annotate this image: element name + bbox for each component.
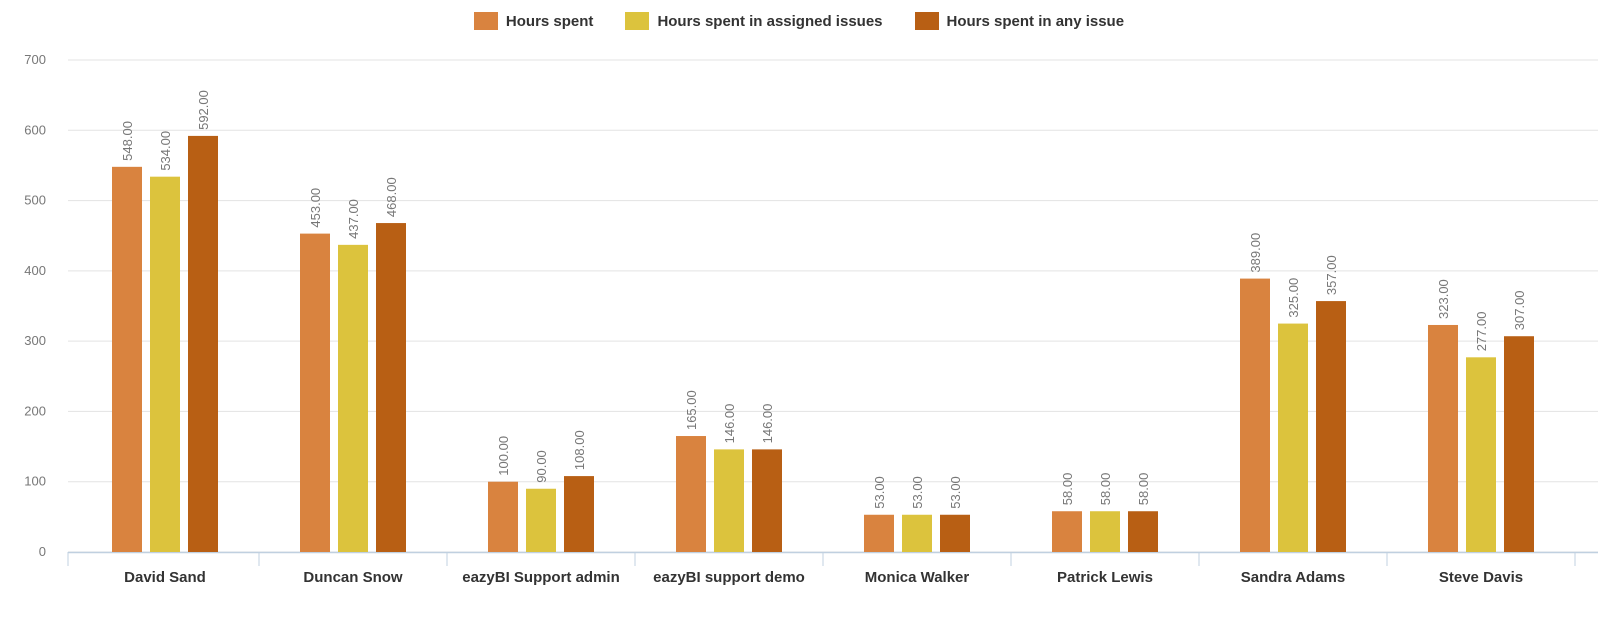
legend: Hours spent Hours spent in assigned issue… xyxy=(0,12,1598,30)
y-tick-label: 500 xyxy=(24,193,46,208)
y-tick-label: 400 xyxy=(24,263,46,278)
value-label: 146.00 xyxy=(760,404,775,444)
bar xyxy=(752,449,782,552)
value-label: 90.00 xyxy=(534,450,549,483)
bar xyxy=(1090,511,1120,552)
y-tick-label: 200 xyxy=(24,403,46,418)
y-tick-label: 100 xyxy=(24,474,46,489)
bar xyxy=(300,233,330,552)
y-tick-label: 300 xyxy=(24,333,46,348)
bar xyxy=(1052,511,1082,552)
y-tick-label: 0 xyxy=(39,544,46,559)
x-tick-label: Sandra Adams xyxy=(1240,569,1346,586)
legend-swatch xyxy=(914,12,939,30)
value-label: 53.00 xyxy=(872,476,887,509)
bar xyxy=(1278,323,1308,552)
value-label: 389.00 xyxy=(1248,233,1263,273)
x-tick-label: Steve Davis xyxy=(1438,569,1524,586)
x-tick-label: Monica Walker xyxy=(864,569,970,586)
value-label: 58.00 xyxy=(1098,473,1113,506)
legend-item: Hours spent xyxy=(473,12,594,30)
value-label: 307.00 xyxy=(1512,290,1527,330)
value-label: 100.00 xyxy=(496,436,511,476)
value-label: 534.00 xyxy=(158,131,173,171)
y-tick-label: 700 xyxy=(24,52,46,67)
value-label: 325.00 xyxy=(1286,278,1301,318)
bar xyxy=(564,476,594,552)
value-label: 277.00 xyxy=(1474,312,1489,352)
bar xyxy=(714,449,744,552)
x-tick-label: Duncan Snow xyxy=(303,569,403,586)
bar xyxy=(1316,301,1346,552)
value-label: 437.00 xyxy=(346,199,361,239)
value-label: 53.00 xyxy=(948,476,963,509)
legend-label: Hours spent in assigned issues xyxy=(657,12,883,30)
y-tick-label: 600 xyxy=(24,122,46,137)
x-tick-label: eazyBI Support admin xyxy=(462,569,620,586)
value-label: 323.00 xyxy=(1436,279,1451,319)
value-label: 58.00 xyxy=(1136,473,1151,506)
x-tick-label: eazyBI support demo xyxy=(653,569,805,586)
bar xyxy=(376,223,406,552)
legend-swatch xyxy=(625,12,650,30)
bar xyxy=(1428,324,1458,552)
value-label: 146.00 xyxy=(722,404,737,444)
bar xyxy=(338,244,368,552)
bar xyxy=(1504,336,1534,552)
bar xyxy=(1240,278,1270,552)
bar xyxy=(864,514,894,552)
x-tick-label: David Sand xyxy=(124,569,206,586)
value-label: 53.00 xyxy=(910,476,925,509)
value-label: 453.00 xyxy=(308,188,323,228)
value-label: 357.00 xyxy=(1324,255,1339,295)
bar xyxy=(1466,357,1496,552)
legend-item: Hours spent in any issue xyxy=(914,12,1125,30)
legend-label: Hours spent in any issue xyxy=(946,12,1125,30)
bar xyxy=(488,481,518,552)
bar xyxy=(112,166,142,552)
legend-label: Hours spent xyxy=(505,12,594,30)
x-tick-label: Patrick Lewis xyxy=(1057,569,1153,586)
value-label: 592.00 xyxy=(196,90,211,130)
bar xyxy=(150,176,180,552)
legend-swatch xyxy=(473,12,498,30)
legend-item: Hours spent in assigned issues xyxy=(625,12,883,30)
bar xyxy=(526,488,556,552)
bar xyxy=(1128,511,1158,552)
bar xyxy=(676,436,706,552)
value-label: 58.00 xyxy=(1060,473,1075,506)
value-label: 548.00 xyxy=(120,121,135,161)
bar xyxy=(902,514,932,552)
bar xyxy=(940,514,970,552)
bar xyxy=(188,135,218,552)
value-label: 165.00 xyxy=(684,390,699,430)
value-label: 468.00 xyxy=(384,177,399,217)
value-label: 108.00 xyxy=(572,430,587,470)
